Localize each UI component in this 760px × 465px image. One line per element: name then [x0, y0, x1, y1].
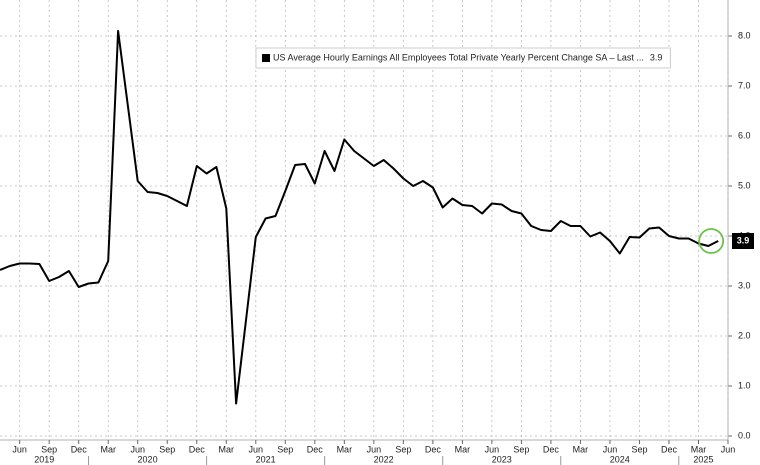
x-tick-label: Mar	[337, 444, 353, 454]
x-tick-label: Sep	[513, 444, 529, 454]
year-label: 2022	[374, 454, 394, 464]
y-tick-label: 7.0	[738, 80, 751, 90]
x-tick-label: Mar	[573, 444, 589, 454]
year-label: 2020	[138, 454, 158, 464]
x-tick-label: Dec	[661, 444, 678, 454]
year-label: 2025	[693, 454, 713, 464]
y-tick-label: 3.0	[738, 280, 751, 290]
x-tick-label: Jun	[603, 444, 618, 454]
y-tick-label: 5.0	[738, 180, 751, 190]
x-tick-label: Sep	[159, 444, 175, 454]
legend-value: 3.9	[650, 52, 663, 62]
year-label: 2021	[256, 454, 276, 464]
x-tick-label: Jun	[721, 444, 736, 454]
x-tick-label: Dec	[189, 444, 206, 454]
y-tick-label: 1.0	[738, 380, 751, 390]
x-tick-label: Mar	[691, 444, 707, 454]
last-value-tag-label: 3.9	[737, 235, 750, 245]
x-tick-label: Mar	[455, 444, 471, 454]
last-value-tag	[732, 233, 754, 249]
x-tick-label: Sep	[631, 444, 647, 454]
y-tick-label: 0.0	[738, 430, 751, 440]
x-tick-label: Jun	[130, 444, 145, 454]
x-tick-label: Mar	[219, 444, 235, 454]
year-label: 2019	[34, 454, 54, 464]
y-tick-label: 2.0	[738, 330, 751, 340]
legend-box	[255, 47, 671, 69]
x-tick-label: Mar	[100, 444, 116, 454]
x-tick-label: Jun	[485, 444, 500, 454]
x-tick-label: Jun	[12, 444, 27, 454]
x-tick-label: Dec	[71, 444, 88, 454]
legend: US Average Hourly Earnings All Employees…	[255, 47, 671, 69]
data-line	[0, 30, 719, 405]
legend-swatch	[262, 54, 270, 62]
x-tick-label: Sep	[277, 444, 293, 454]
x-tick-label: Dec	[543, 444, 560, 454]
y-tick-label: 8.0	[738, 30, 751, 40]
x-tick-label: Jun	[367, 444, 382, 454]
x-tick-label: Jun	[249, 444, 264, 454]
x-tick-label: Dec	[307, 444, 324, 454]
year-label: 2023	[492, 454, 512, 464]
y-tick-label: 6.0	[738, 130, 751, 140]
x-tick-label: Dec	[425, 444, 442, 454]
year-label: 2024	[610, 454, 630, 464]
x-tick-label: Sep	[41, 444, 57, 454]
highlight-circle	[698, 228, 725, 254]
x-tick-label: Sep	[395, 444, 411, 454]
legend-label: US Average Hourly Earnings All Employees…	[273, 52, 644, 62]
